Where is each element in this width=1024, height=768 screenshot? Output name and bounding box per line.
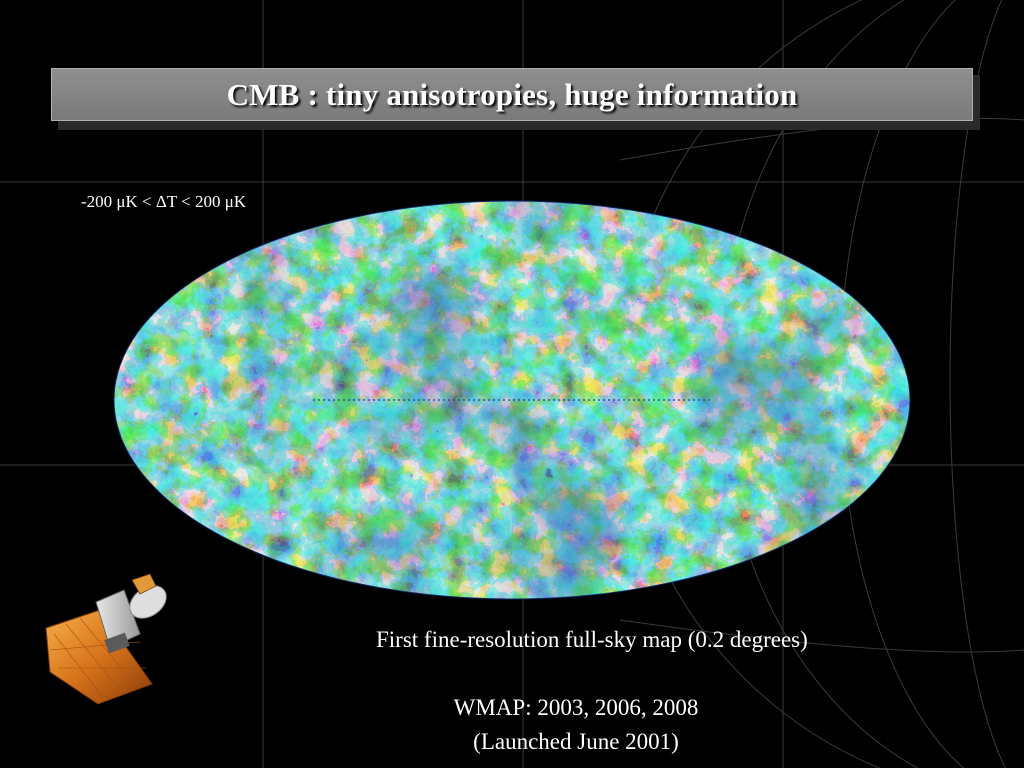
cmb-sky-map: [113, 200, 911, 600]
title-bar: CMB : tiny anisotropies, huge informatio…: [51, 68, 973, 121]
wmap-satellite-icon: [45, 573, 167, 705]
slide-title: CMB : tiny anisotropies, huge informatio…: [226, 76, 798, 112]
launch-date-caption: (Launched June 2001): [473, 729, 679, 754]
temperature-range-label: -200 μK < ΔT < 200 μK: [81, 192, 247, 211]
mission-years-caption: WMAP: 2003, 2006, 2008: [453, 695, 699, 720]
map-caption: First fine-resolution full-sky map (0.2 …: [376, 627, 808, 652]
